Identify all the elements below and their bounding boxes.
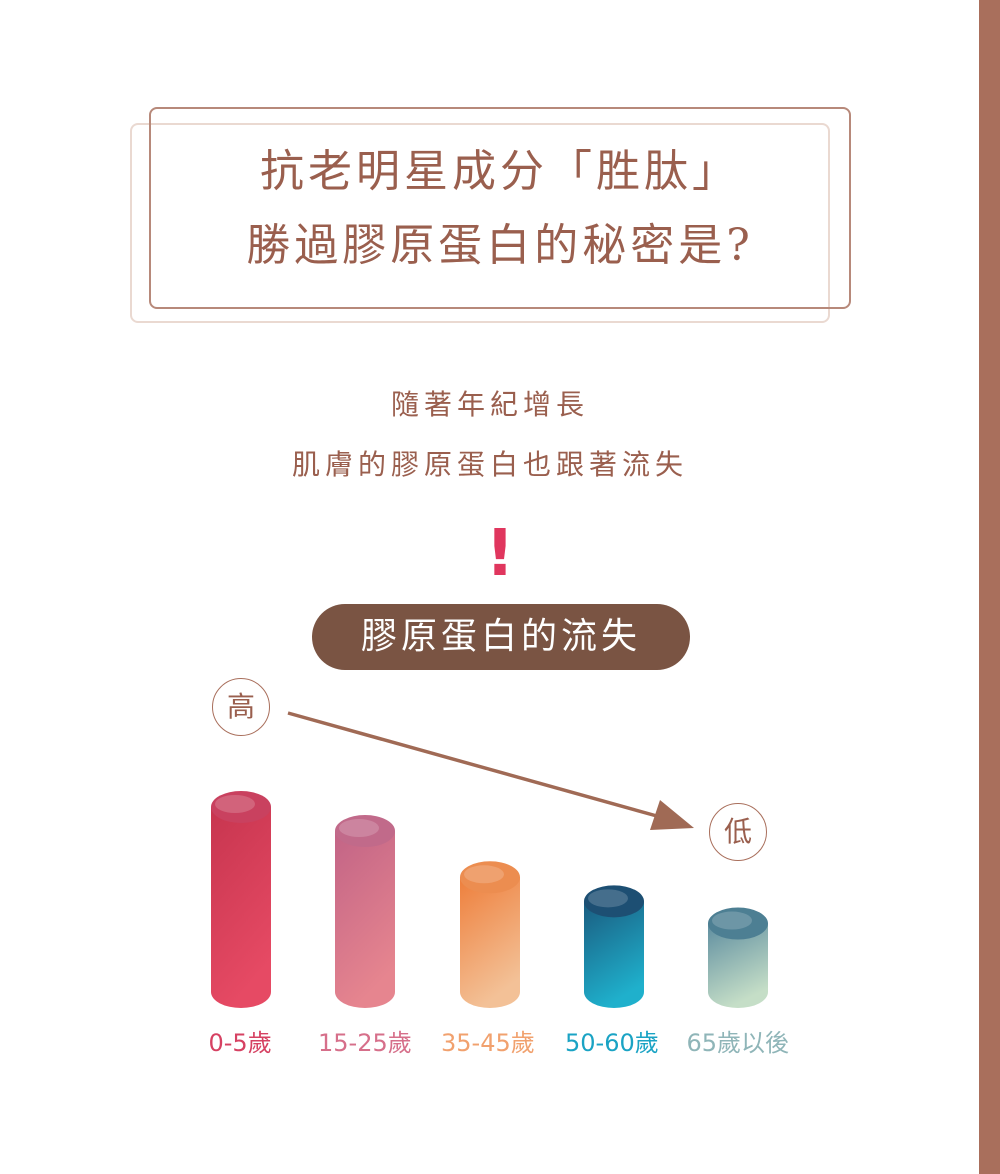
bar-2 <box>460 861 520 1008</box>
bar-top-highlight-2 <box>464 865 504 884</box>
category-label-3: 50-60歲 <box>565 1029 659 1057</box>
bar-top-highlight-4 <box>712 911 752 930</box>
side-accent-bar <box>979 0 1000 1174</box>
trend-arrow-line <box>287 711 665 820</box>
category-label-4: 65歲以後 <box>686 1029 790 1057</box>
high-label-circle: 高 <box>212 678 270 736</box>
bar-top-2 <box>460 861 520 894</box>
bar-top-3 <box>584 885 644 918</box>
trend-arrow <box>287 711 694 830</box>
bar-top-highlight-0 <box>215 795 255 813</box>
title-frame <box>149 107 851 309</box>
subtitle-line-2: 肌膚的膠原蛋白也跟著流失 <box>291 448 688 481</box>
bar-3 <box>584 885 644 1008</box>
bar-top-4 <box>708 907 768 940</box>
bar-body-1 <box>335 831 395 1008</box>
bar-body-4 <box>708 923 768 1008</box>
low-label-circle: 低 <box>709 803 767 861</box>
title-frame-shadow <box>130 123 830 323</box>
bar-top-1 <box>335 815 395 848</box>
category-label-0: 0-5歲 <box>208 1029 272 1057</box>
bar-0 <box>211 791 271 1008</box>
bar-top-highlight-1 <box>339 819 379 838</box>
bar-top-highlight-3 <box>588 889 628 908</box>
collagen-loss-pill: 膠原蛋白的流失 <box>312 604 690 670</box>
bar-body-0 <box>211 807 271 1008</box>
bar-1 <box>335 815 395 1008</box>
subtitle-line-1: 隨著年紀增長 <box>390 388 589 421</box>
exclamation-mark: ! <box>485 517 515 591</box>
category-label-2: 35-45歲 <box>441 1029 535 1057</box>
bar-top-0 <box>211 791 271 823</box>
bar-4 <box>708 907 768 1008</box>
title-line-1: 抗老明星成分「胜肽」 <box>260 146 740 197</box>
trend-arrow-head <box>650 800 694 830</box>
category-label-1: 15-25歲 <box>318 1029 412 1057</box>
title-line-2: 勝過膠原蛋白的秘密是? <box>246 220 754 271</box>
bar-body-2 <box>460 877 520 1008</box>
bar-body-3 <box>584 901 644 1008</box>
